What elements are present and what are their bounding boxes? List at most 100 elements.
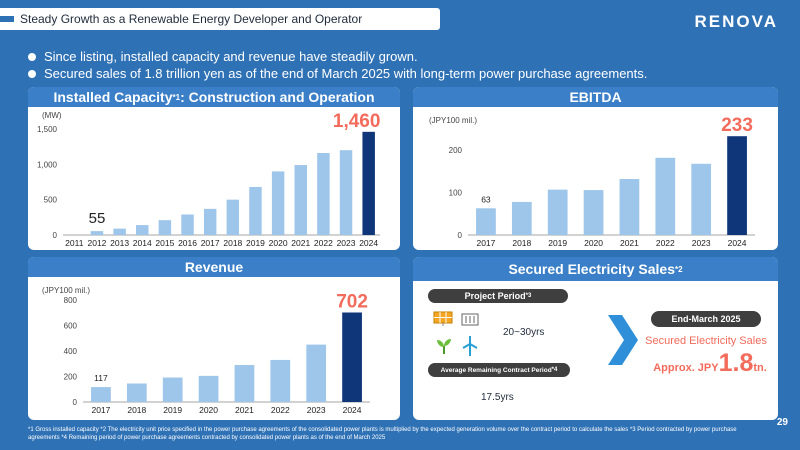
ebitda-ytick-label: 200 [449,146,463,155]
revenue-xtick-label: 2017 [91,405,110,415]
bullet-dot [28,69,36,78]
ebitda-bar [583,190,604,235]
installed-capacity-title: Installed Capacity [53,89,173,105]
secured-sales-panel: Secured Electricity Sales *2 Project Peri… [413,257,778,420]
approx-text: Approx. JPY [653,362,719,374]
installed-capacity-sup: *1 [172,92,181,102]
ebitda-xtick-label: 2024 [728,238,747,248]
installed-capacity-bar [181,214,194,235]
ebitda-bar [511,201,532,235]
ebitda-ytick-label: 0 [458,231,463,240]
installed-capacity-bar [113,228,126,235]
secured-sales-label: Secured Electricity Sales [645,335,767,347]
title-accent [0,16,14,22]
revenue-xtick-label: 2022 [271,405,290,415]
ebitda-bar [655,157,676,235]
installed-capacity-xtick-label: 2024 [359,238,378,248]
ebitda-bar [476,208,496,235]
revenue-bar [126,383,147,402]
ebitda-xtick-label: 2019 [548,238,567,248]
project-period-value: 20~30yrs [503,327,545,338]
installed-capacity-title-suffix: : Construction and Operation [180,89,375,105]
ebitda-panel: EBITDA (JPY100 mil.) 0 100 200 2017 2018 2019 2… [413,87,778,250]
page-number: 29 [776,417,788,428]
biomass-sprout-icon [437,339,451,354]
revenue-xtick-label: 2019 [163,405,182,415]
ebitda-bar [727,136,747,235]
installed-capacity-xtick-label: 2014 [133,238,152,248]
project-period-text: Project Period [464,291,526,301]
revenue-bar [162,377,183,402]
installed-capacity-ytick-label: 500 [44,196,58,205]
revenue-ytick-label: 600 [64,322,78,331]
installed-capacity-bar [158,220,172,235]
ebitda-xtick-label: 2020 [584,238,603,248]
installed-capacity-chart: (MW) 0 500 1,000 1,500 2011 2012 2013 2014 2015 20… [37,111,381,248]
project-period-label: Project Period *3 [428,289,568,303]
installed-capacity-bar [226,199,240,235]
ebitda-unit-label: (JPY100 mil.) [429,116,477,125]
revenue-bar [342,312,362,402]
installed-capacity-bar [317,153,330,235]
installed-capacity-bar [90,231,104,235]
installed-capacity-bar [203,208,217,235]
installed-capacity-ytick-label: 1,000 [37,160,58,169]
amount-unit: tn. [753,362,767,374]
ebitda-xtick-label: 2022 [656,238,675,248]
installed-capacity-xtick-label: 2020 [269,238,288,248]
installed-capacity-xtick-label: 2015 [155,238,174,248]
installed-capacity-start-value-label: 55 [89,210,106,227]
revenue-bar [270,359,291,402]
revenue-header: Revenue [28,257,400,277]
revenue-bar [234,365,255,402]
ebitda-bar [691,163,712,235]
installed-capacity-xtick-label: 2012 [88,238,107,248]
installed-capacity-bar [294,165,307,235]
battery-storage-icon [461,313,479,326]
revenue-title: Revenue [184,259,244,275]
remaining-period-value: 17.5yrs [481,392,514,403]
bullet-text: Since listing, installed capacity and re… [44,49,418,64]
installed-capacity-xtick-label: 2011 [65,238,84,248]
revenue-ytick-label: 0 [73,398,78,407]
revenue-xtick-label: 2024 [343,405,362,415]
secured-sales-title: Secured Electricity Sales [508,261,675,277]
bullet-dot [28,52,36,61]
amount-value: 1.8 [718,349,754,377]
ebitda-header: EBITDA [413,87,778,107]
installed-capacity-xtick-label: 2022 [314,238,333,248]
ebitda-xtick-label: 2021 [620,238,639,248]
installed-capacity-ytick-label: 1,500 [37,125,58,134]
installed-capacity-bar [249,186,262,235]
bullet-text: Secured sales of 1.8 trillion yen as of … [44,66,648,81]
installed-capacity-bar [136,225,149,235]
ebitda-start-value-label: 63 [481,194,491,204]
installed-capacity-xtick-label: 2021 [291,238,310,248]
secured-sales-amount: Approx. JPY1.8tn. [645,349,775,378]
renova-logo: RENOVA [694,12,778,31]
end-march-label: End-March 2025 [651,311,761,327]
installed-capacity-ytick-label: 0 [53,231,58,240]
installed-capacity-xtick-label: 2013 [110,238,129,248]
ebitda-xtick-label: 2017 [476,238,495,248]
revenue-ytick-label: 800 [64,296,78,305]
bullet-list: Since listing, installed capacity and re… [28,48,647,82]
ebitda-title: EBITDA [569,89,622,105]
revenue-panel: Revenue (JPY100 mil.) 0 200 400 600 800 2017 20… [28,257,400,420]
revenue-bar [198,375,219,402]
ebitda-xtick-label: 2018 [512,238,531,248]
revenue-xtick-label: 2020 [199,405,218,415]
revenue-bar [306,344,327,402]
ebitda-ytick-label: 100 [449,189,463,198]
revenue-bar [91,387,111,402]
ebitda-end-value-label: 233 [721,115,753,136]
revenue-xtick-label: 2023 [307,405,326,415]
wind-turbine-icon [462,336,478,356]
revenue-xtick-label: 2018 [127,405,146,415]
installed-capacity-xtick-label: 2018 [223,238,242,248]
installed-capacity-end-value-label: 1,460 [333,111,381,132]
ebitda-chart: (JPY100 mil.) 0 100 200 2017 2018 2019 2020 2021… [429,115,755,248]
installed-capacity-xtick-label: 2023 [337,238,356,248]
ebitda-bar [619,179,640,235]
installed-capacity-header: Installed Capacity *1: Construction and O… [28,87,400,107]
